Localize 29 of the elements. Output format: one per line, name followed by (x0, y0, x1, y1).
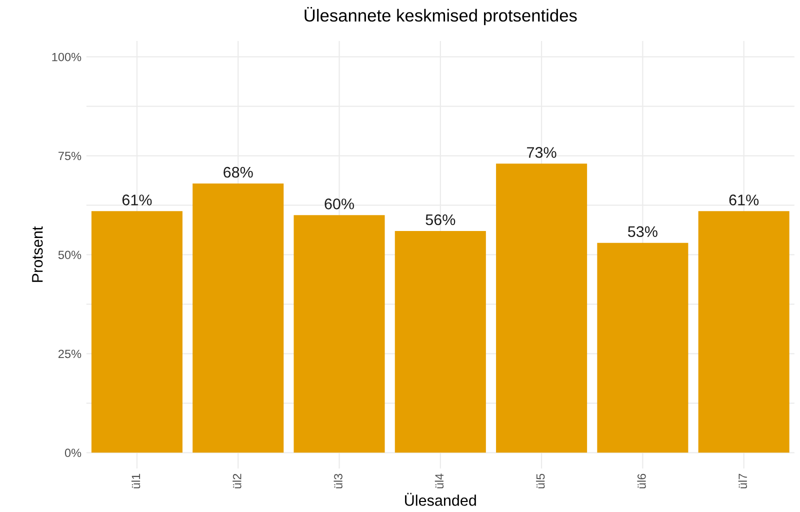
x-tick-label: ül3 (334, 474, 342, 488)
bar (91, 211, 182, 453)
chart-title: Ülesannete keskmised protsentides (304, 6, 577, 26)
y-tick-label: 50% (58, 250, 82, 260)
data-label: 61% (729, 194, 759, 206)
data-label: 68% (224, 166, 253, 178)
y-tick-label: 75% (58, 152, 82, 160)
data-label: 53% (628, 226, 658, 238)
y-tick-label: 0% (64, 448, 82, 458)
data-label: 73% (527, 147, 556, 158)
bar (192, 183, 284, 453)
x-tick-label: ül2 (232, 474, 242, 488)
y-axis-title: Protsent (32, 226, 43, 282)
x-tick-label: ül6 (637, 474, 646, 488)
x-tick-label: ül4 (434, 474, 444, 488)
x-axis-title: Ülesanded (405, 492, 476, 506)
x-tick-label: ül7 (738, 474, 747, 488)
bar (394, 230, 486, 453)
data-label: 56% (426, 214, 456, 226)
x-tick-label: ül1 (131, 474, 140, 488)
data-label: 60% (324, 198, 354, 210)
y-tick-label: 100% (52, 52, 82, 62)
bar (698, 211, 790, 453)
bar (496, 164, 588, 453)
bar (294, 215, 385, 453)
x-tick-label: ül5 (536, 474, 545, 488)
bar (597, 242, 688, 453)
data-label: 61% (122, 194, 152, 206)
y-tick-label: 25% (58, 350, 82, 358)
